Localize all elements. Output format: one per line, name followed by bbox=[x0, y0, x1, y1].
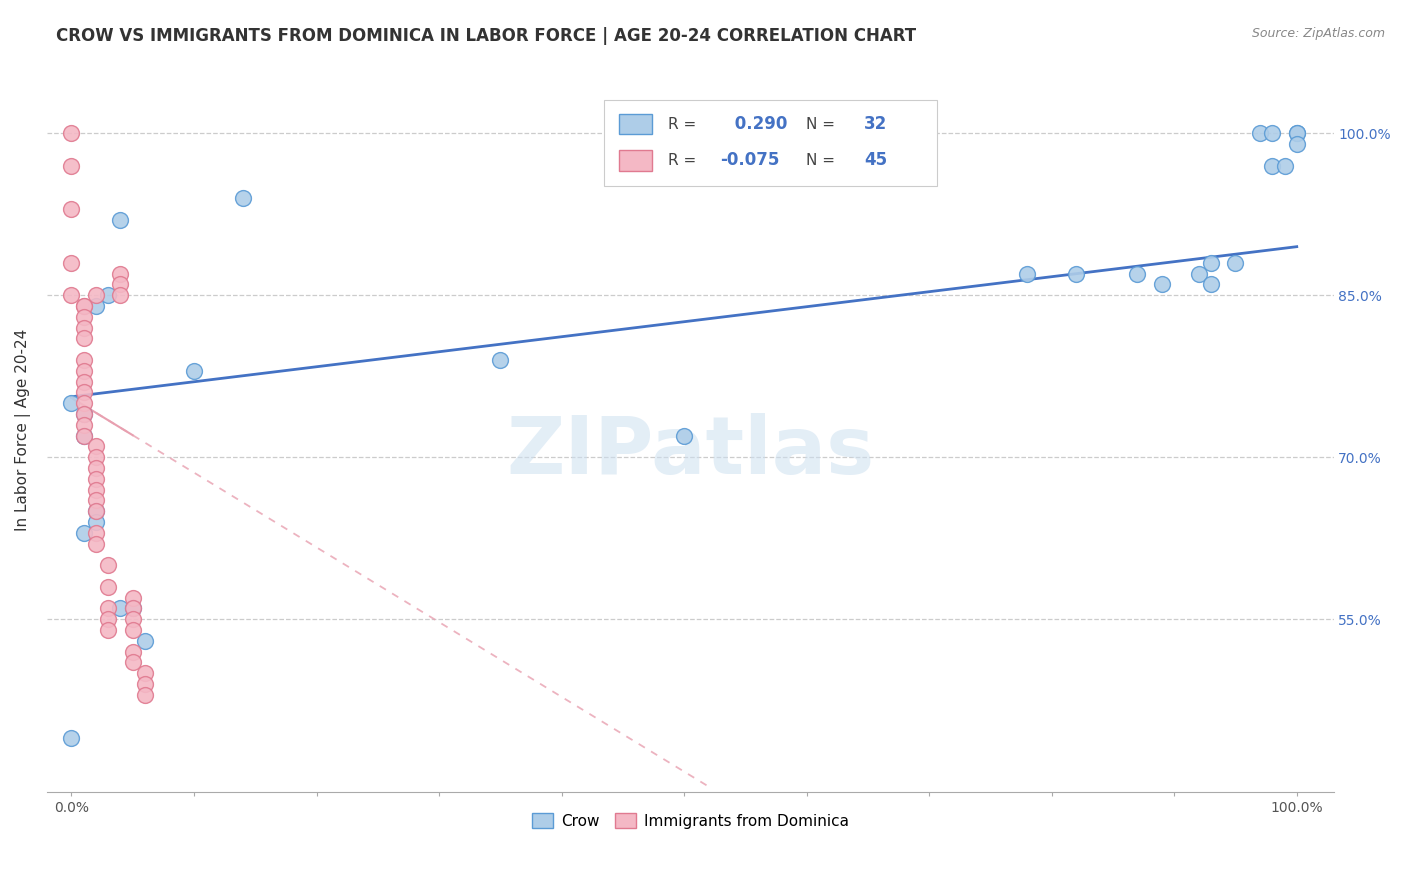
Point bbox=[1126, 267, 1149, 281]
Point bbox=[73, 385, 96, 400]
Point bbox=[1274, 159, 1296, 173]
Point bbox=[97, 623, 120, 637]
Point bbox=[84, 450, 107, 465]
Point bbox=[1064, 267, 1087, 281]
Point bbox=[73, 364, 96, 378]
Point bbox=[84, 461, 107, 475]
Point bbox=[97, 288, 120, 302]
Point bbox=[84, 493, 107, 508]
Point bbox=[1150, 277, 1173, 292]
Point bbox=[84, 504, 107, 518]
Point bbox=[110, 212, 132, 227]
Text: R =: R = bbox=[668, 153, 702, 168]
Point bbox=[1261, 159, 1284, 173]
Point bbox=[232, 191, 254, 205]
Point bbox=[73, 396, 96, 410]
Point bbox=[121, 591, 143, 605]
Point bbox=[84, 439, 107, 453]
Point bbox=[1199, 256, 1222, 270]
Text: 45: 45 bbox=[863, 152, 887, 169]
Point bbox=[60, 159, 83, 173]
Point bbox=[84, 299, 107, 313]
Point bbox=[110, 277, 132, 292]
Point bbox=[121, 612, 143, 626]
FancyBboxPatch shape bbox=[620, 150, 651, 170]
Point bbox=[84, 536, 107, 550]
Text: N =: N = bbox=[806, 117, 839, 132]
Point bbox=[97, 558, 120, 573]
Point bbox=[110, 267, 132, 281]
Point bbox=[1249, 126, 1271, 140]
Point bbox=[73, 299, 96, 313]
Point bbox=[1261, 126, 1284, 140]
Point bbox=[134, 633, 156, 648]
Point bbox=[110, 601, 132, 615]
Point bbox=[73, 428, 96, 442]
Point bbox=[60, 288, 83, 302]
Point bbox=[183, 364, 205, 378]
Point bbox=[121, 623, 143, 637]
Point bbox=[60, 126, 83, 140]
Point bbox=[73, 407, 96, 421]
Point bbox=[97, 612, 120, 626]
FancyBboxPatch shape bbox=[605, 100, 938, 186]
Point bbox=[73, 331, 96, 345]
Legend: Crow, Immigrants from Dominica: Crow, Immigrants from Dominica bbox=[526, 807, 855, 835]
Point bbox=[673, 428, 696, 442]
Point bbox=[489, 353, 512, 368]
Text: CROW VS IMMIGRANTS FROM DOMINICA IN LABOR FORCE | AGE 20-24 CORRELATION CHART: CROW VS IMMIGRANTS FROM DOMINICA IN LABO… bbox=[56, 27, 917, 45]
Point bbox=[73, 353, 96, 368]
Point bbox=[60, 396, 83, 410]
Point bbox=[84, 288, 107, 302]
Point bbox=[60, 256, 83, 270]
Point bbox=[73, 375, 96, 389]
Point bbox=[97, 580, 120, 594]
Point bbox=[1285, 126, 1308, 140]
Point bbox=[1199, 277, 1222, 292]
Point bbox=[121, 656, 143, 670]
FancyBboxPatch shape bbox=[620, 114, 651, 135]
Text: Source: ZipAtlas.com: Source: ZipAtlas.com bbox=[1251, 27, 1385, 40]
Text: R =: R = bbox=[668, 117, 702, 132]
Point bbox=[1285, 137, 1308, 152]
Text: ZIPatlas: ZIPatlas bbox=[506, 413, 875, 491]
Point bbox=[84, 504, 107, 518]
Text: N =: N = bbox=[806, 153, 839, 168]
Point bbox=[73, 525, 96, 540]
Point bbox=[73, 320, 96, 334]
Point bbox=[1017, 267, 1039, 281]
Point bbox=[84, 515, 107, 529]
Point bbox=[121, 601, 143, 615]
Point bbox=[73, 417, 96, 432]
Point bbox=[97, 601, 120, 615]
Text: -0.075: -0.075 bbox=[720, 152, 779, 169]
Point bbox=[73, 428, 96, 442]
Point bbox=[60, 202, 83, 216]
Point bbox=[73, 407, 96, 421]
Point bbox=[73, 299, 96, 313]
Point bbox=[110, 288, 132, 302]
Point bbox=[84, 525, 107, 540]
Point bbox=[73, 310, 96, 324]
Point bbox=[84, 472, 107, 486]
Point bbox=[134, 677, 156, 691]
Point bbox=[121, 601, 143, 615]
Point bbox=[121, 644, 143, 658]
Point bbox=[134, 688, 156, 702]
Point bbox=[1225, 256, 1247, 270]
Point bbox=[60, 731, 83, 745]
Point bbox=[1188, 267, 1211, 281]
Point bbox=[134, 666, 156, 681]
Y-axis label: In Labor Force | Age 20-24: In Labor Force | Age 20-24 bbox=[15, 329, 31, 532]
Text: 32: 32 bbox=[863, 115, 887, 133]
Point bbox=[84, 483, 107, 497]
Point bbox=[1285, 126, 1308, 140]
Text: 0.290: 0.290 bbox=[728, 115, 787, 133]
